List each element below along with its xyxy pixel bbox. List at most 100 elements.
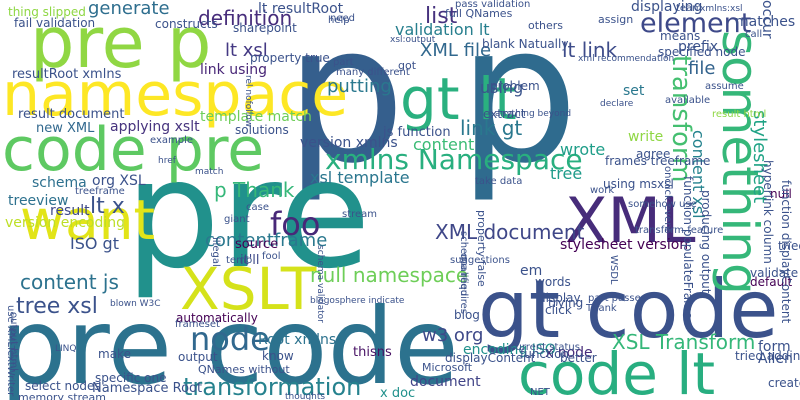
cloud-word: others — [528, 19, 564, 32]
cloud-word: display — [538, 291, 581, 305]
cloud-word: default — [750, 275, 793, 289]
cloud-word: template match — [200, 109, 312, 125]
cloud-word: schema requires — [458, 231, 469, 315]
cloud-word: validate — [750, 266, 799, 280]
cloud-word: transform feature — [635, 225, 724, 236]
cloud-word: lt x — [90, 194, 125, 219]
cloud-word: gt code — [478, 263, 779, 356]
cloud-word: team — [676, 3, 702, 14]
cloud-word: putting — [327, 76, 392, 97]
cloud-word: foo — [270, 205, 321, 243]
cloud-word: displayContent — [445, 351, 536, 365]
cloud-word: tree — [550, 164, 583, 183]
cloud-word: output — [178, 350, 218, 364]
cloud-word: click — [545, 303, 572, 317]
cloud-word: treeframe — [75, 186, 125, 197]
cloud-word: document — [410, 374, 481, 390]
cloud-word: lt link — [562, 38, 618, 62]
cloud-word: XML file — [420, 40, 492, 61]
cloud-word: node — [190, 320, 270, 358]
cloud-word: null namespace — [310, 263, 469, 287]
cloud-word: better — [560, 351, 597, 365]
cloud-word: got — [398, 59, 417, 72]
cloud-word: list — [425, 4, 458, 29]
cloud-word: full QNames — [445, 7, 513, 20]
cloud-word: x doc — [380, 386, 416, 400]
cloud-word: suggestions — [450, 255, 510, 266]
cloud-word: match — [195, 167, 224, 177]
cloud-word: em — [520, 263, 543, 279]
cloud-word: producing output — [699, 190, 713, 294]
cloud-word: thoughts — [285, 392, 326, 400]
cloud-word: transformation — [183, 373, 362, 400]
cloud-word: file — [688, 58, 716, 79]
cloud-word: declare — [600, 99, 634, 109]
cloud-word: output html — [8, 312, 19, 371]
cloud-word: WSDL — [608, 255, 619, 285]
cloud-word: part — [333, 57, 354, 68]
cloud-word: stream — [342, 209, 378, 220]
cloud-word: NET — [530, 387, 550, 398]
cloud-word: specified node — [658, 45, 746, 59]
cloud-word: available — [665, 95, 711, 106]
cloud-word: XSLT — [180, 255, 317, 323]
cloud-word: href — [158, 156, 176, 166]
cloud-word: rel nofollow — [243, 75, 253, 128]
cloud-word: somehow use — [628, 199, 697, 210]
cloud-word: XML document — [435, 220, 585, 244]
cloud-word: result — [50, 203, 90, 219]
cloud-word: giant — [224, 214, 250, 225]
cloud-word: blog — [454, 308, 480, 322]
cloud-word: take data — [475, 176, 523, 187]
cloud-word: frameset — [175, 319, 220, 330]
cloud-word: code pre — [2, 115, 265, 185]
cloud-word: applying xslt — [110, 119, 200, 135]
cloud-word: frames treeframe — [605, 154, 711, 168]
cloud-word: write — [628, 129, 664, 145]
cloud-word: XML — [565, 184, 696, 257]
cloud-word: hyperlink column — [761, 160, 775, 264]
cloud-word: XSL Transform — [612, 330, 756, 354]
cloud-word: gt lt — [400, 65, 517, 133]
cloud-word: constructs — [155, 17, 218, 31]
cloud-word: element — [640, 8, 752, 39]
cloud-word: generate — [88, 0, 170, 19]
cloud-word: xsl:output — [390, 35, 436, 45]
cloud-word: link using — [200, 62, 268, 78]
cloud-word: Thank — [586, 303, 617, 314]
cloud-word: version xmlns — [300, 135, 398, 151]
cloud-word: memory stream — [18, 391, 107, 400]
cloud-word: ISO gt — [70, 234, 119, 253]
cloud-word: namespace — [2, 60, 349, 130]
cloud-word: matches — [735, 14, 796, 30]
cloud-word: tree xsl — [16, 294, 98, 319]
cloud-word: Root xmlns — [258, 332, 337, 348]
cloud-word: lt xsl — [225, 40, 268, 61]
cloud-word: form — [758, 339, 791, 355]
cloud-word: work — [590, 185, 615, 196]
cloud-word: make — [98, 347, 131, 361]
cloud-word: create — [768, 376, 800, 390]
cloud-word: treeview — [8, 193, 69, 209]
cloud-word: null — [770, 187, 792, 201]
cloud-word: js function — [383, 125, 451, 140]
cloud-word: p — [458, 0, 579, 205]
cloud-word: validation lt — [395, 20, 490, 39]
cloud-word: pre — [125, 128, 371, 302]
cloud-word: automatically — [176, 311, 258, 325]
cloud-word: temp — [226, 255, 253, 266]
cloud-word: illegal — [210, 237, 221, 267]
cloud-word: Microsoft — [422, 361, 473, 374]
cloud-word: lt resultRoot — [258, 1, 344, 17]
cloud-word: sharepoint — [233, 21, 297, 35]
cloud-word: xsl template — [310, 168, 410, 187]
cloud-word: source — [235, 237, 279, 252]
cloud-word: assign — [598, 13, 634, 26]
cloud-word: assume — [705, 81, 744, 92]
cloud-word: w3 org — [422, 325, 484, 346]
cloud-word: solutions — [235, 123, 289, 137]
cloud-word: schema — [32, 175, 87, 191]
cloud-word: means — [660, 29, 701, 43]
cloud-word: fail validation — [14, 16, 96, 30]
